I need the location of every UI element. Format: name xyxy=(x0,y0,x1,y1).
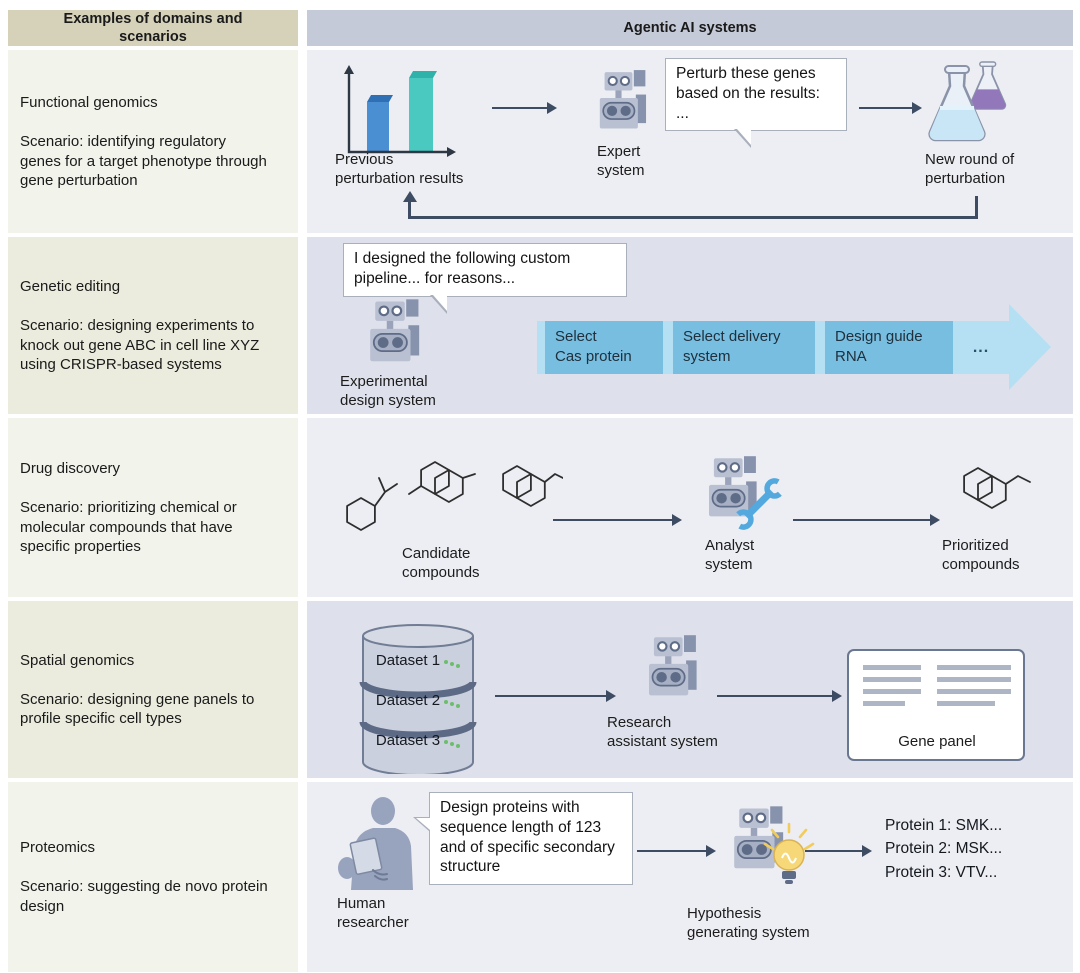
arrow-right-icon xyxy=(793,514,940,526)
pipeline-shaft xyxy=(537,321,545,374)
arrow-right-icon xyxy=(495,690,616,702)
scenario-text: Scenario: identifying regulatory genes f… xyxy=(20,133,267,189)
pipeline-step: Select Cas protein xyxy=(545,321,663,374)
agent-label: Analyst system xyxy=(705,537,755,574)
agent-label: Research assistant system xyxy=(607,714,718,751)
document-lines-icon xyxy=(863,665,1011,706)
speech-bubble: I designed the following custom pipeline… xyxy=(343,243,627,314)
row-spatial-genomics: Spatial genomics Scenario: designing gen… xyxy=(8,601,1073,778)
research-assistant-robot-icon xyxy=(642,631,712,701)
arrow-right-icon xyxy=(553,514,682,526)
row1-diagram: Previous perturbation results Expert sys… xyxy=(307,50,1073,233)
scenario-text: Scenario: designing experiments to knock… xyxy=(20,317,260,373)
dataset-label: Dataset 2 xyxy=(369,692,467,709)
scenario-text: Scenario: prioritizing chemical or molec… xyxy=(20,499,237,555)
pipeline-step: Select delivery system xyxy=(673,321,815,374)
candidate-compounds-icon xyxy=(346,461,563,531)
green-dots-icon xyxy=(442,732,461,749)
output-label: Gene panel xyxy=(898,733,976,750)
wrench-icon xyxy=(733,478,785,530)
green-dots-icon xyxy=(442,692,461,709)
lightbulb-icon xyxy=(763,822,815,884)
prioritized-compound-icon xyxy=(963,467,1031,509)
row4-diagram: Dataset 1 Dataset 2 Dataset 3 Research a… xyxy=(307,601,1073,778)
row-functional-genomics: Functional genomics Scenario: identifyin… xyxy=(8,50,1073,233)
bar-chart-icon xyxy=(344,65,456,157)
pipeline-more: ... xyxy=(953,321,1009,374)
chart-label: Previous perturbation results xyxy=(335,151,464,188)
human-researcher-icon xyxy=(338,797,413,890)
scenario-text: Scenario: suggesting de novo protein des… xyxy=(20,878,268,915)
feedback-line xyxy=(408,202,411,218)
arrow-right-icon xyxy=(859,102,922,114)
dataset-label: Dataset 3 xyxy=(369,732,467,749)
domain-title: Proteomics xyxy=(20,839,96,857)
pipeline-step: Design guide RNA xyxy=(825,321,953,374)
output-label: New round of perturbation xyxy=(925,151,1015,188)
design-system-robot-icon xyxy=(363,295,435,367)
row1-left: Functional genomics Scenario: identifyin… xyxy=(8,50,298,233)
header-left: Examples of domains and scenarios xyxy=(8,10,298,46)
row-drug-discovery: Drug discovery Scenario: prioritizing ch… xyxy=(8,418,1073,597)
pipeline-shaft xyxy=(815,321,825,374)
domain-title: Drug discovery xyxy=(20,460,121,478)
protein-line: Protein 1: SMK... xyxy=(885,817,1003,834)
flasks-icon xyxy=(928,61,1007,142)
row4-left: Spatial genomics Scenario: designing gen… xyxy=(8,601,298,778)
header-right: Agentic AI systems xyxy=(307,10,1073,46)
row2-diagram: I designed the following custom pipeline… xyxy=(307,237,1073,414)
output-label: Prioritized compounds xyxy=(942,537,1020,574)
speech-bubble: Design proteins with sequence length of … xyxy=(413,792,633,886)
green-dots-icon xyxy=(442,652,461,669)
row2-left: Genetic editing Scenario: designing expe… xyxy=(8,237,298,414)
protein-line: Protein 3: VTV... xyxy=(885,863,998,881)
arrow-up-icon xyxy=(402,191,417,202)
protein-line: Protein 2: MSK... xyxy=(885,840,1003,858)
row-genetic-editing: Genetic editing Scenario: designing expe… xyxy=(8,237,1073,414)
row5-diagram: Human researcher Design proteins with se… xyxy=(307,782,1073,972)
pipeline-shaft xyxy=(663,321,673,374)
agent-label: Experimental design system xyxy=(340,373,436,410)
header-left-title: Examples of domains and scenarios xyxy=(63,10,243,45)
pipeline-arrowhead-icon xyxy=(1009,304,1051,390)
header-right-title: Agentic AI systems xyxy=(623,20,757,36)
arrow-right-icon xyxy=(637,845,716,857)
row3-left: Drug discovery Scenario: prioritizing ch… xyxy=(8,418,298,597)
expert-system-robot-icon xyxy=(593,66,661,134)
header-band: Examples of domains and scenarios Agenti… xyxy=(8,10,1073,46)
arrow-right-icon xyxy=(492,102,557,114)
feedback-line xyxy=(408,216,978,219)
domain-title: Spatial genomics xyxy=(20,651,135,669)
row3-diagram: Candidate compounds Analyst system xyxy=(307,418,1073,597)
pipeline-steps: Select Cas protein Select delivery syste… xyxy=(537,321,1009,374)
gene-panel-card: Gene panel xyxy=(847,649,1025,761)
feedback-line xyxy=(975,196,978,219)
row5-left: Proteomics Scenario: suggesting de novo … xyxy=(8,782,298,972)
domain-title: Functional genomics xyxy=(20,94,158,112)
scenario-text: Scenario: designing gene panels to profi… xyxy=(20,690,255,728)
agent-label: Expert system xyxy=(597,143,645,180)
protein-output-list: Protein 1: SMK... Protein 2: MSK... Prot… xyxy=(885,814,1002,884)
database-stack-icon xyxy=(359,624,477,774)
arrow-right-icon xyxy=(805,845,872,857)
dataset-label: Dataset 1 xyxy=(369,652,467,669)
row-proteomics: Proteomics Scenario: suggesting de novo … xyxy=(8,782,1073,972)
arrow-right-icon xyxy=(717,690,842,702)
domain-title: Genetic editing xyxy=(20,278,121,296)
agent-label: Hypothesis generating system xyxy=(687,905,810,942)
human-label: Human researcher xyxy=(337,895,409,932)
speech-bubble: Perturb these genes based on the results… xyxy=(665,58,847,150)
input-label: Candidate compounds xyxy=(402,545,480,582)
